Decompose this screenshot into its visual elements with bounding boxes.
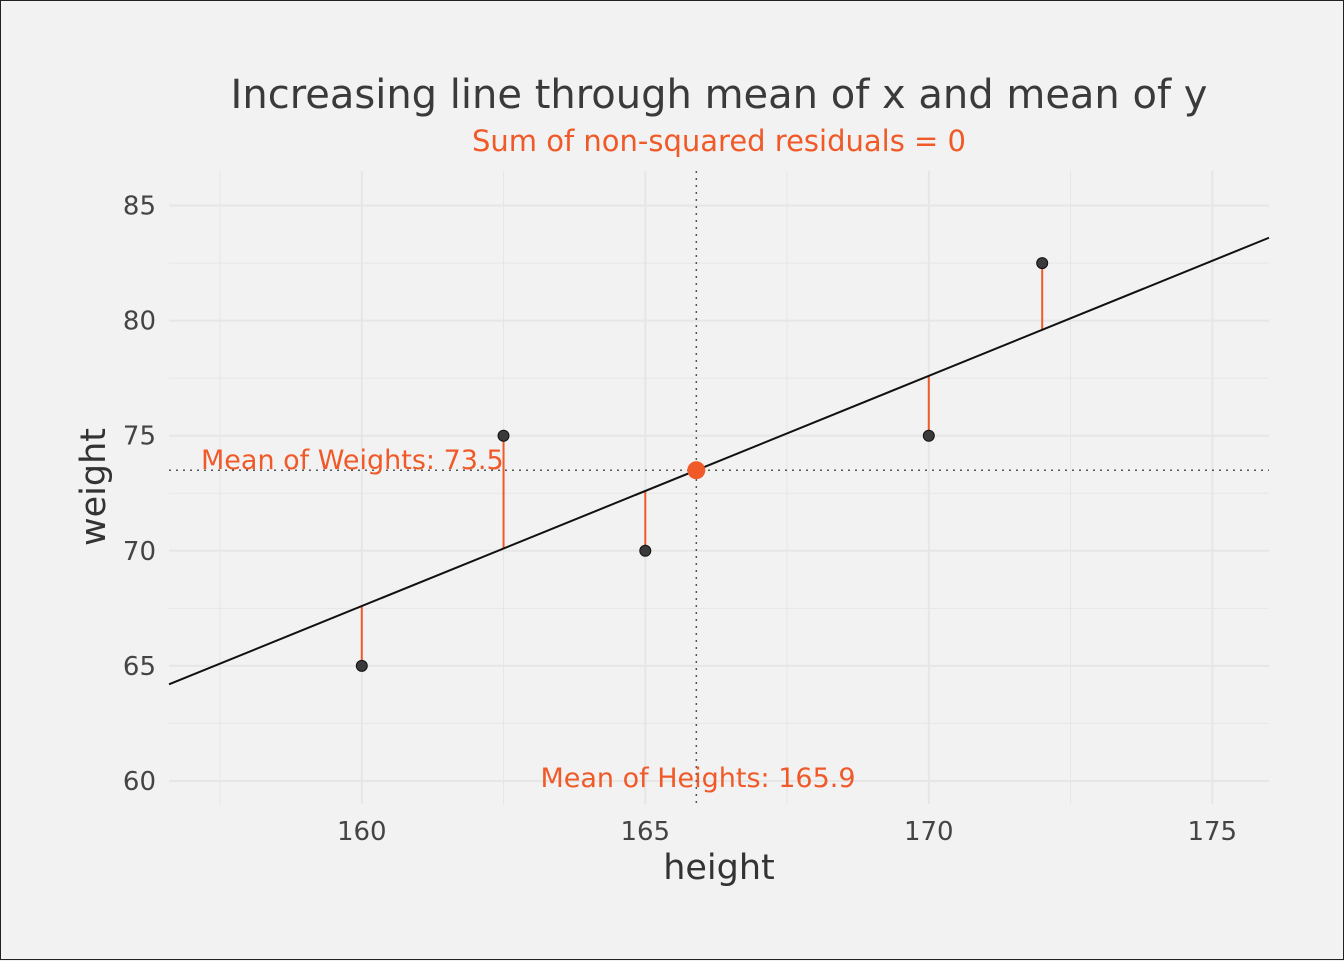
- mean-point: [687, 461, 706, 480]
- grid: [169, 171, 1269, 804]
- y-tick-label: 65: [123, 652, 156, 682]
- x-axis-title: height: [663, 848, 775, 888]
- x-tick-label: 165: [620, 817, 670, 847]
- x-tick-label: 175: [1187, 817, 1237, 847]
- y-tick-label: 85: [123, 192, 156, 222]
- x-tick-label: 170: [904, 817, 954, 847]
- mean-reference-lines: [169, 171, 1269, 804]
- y-tick-label: 75: [123, 422, 156, 452]
- data-points: [355, 257, 1049, 672]
- data-point: [355, 659, 368, 672]
- data-point: [497, 429, 510, 442]
- y-axis-title: weight: [74, 428, 114, 546]
- residuals: [360, 263, 1044, 666]
- data-point: [1036, 257, 1049, 270]
- mean-heights-label: Mean of Heights: 165.9: [540, 763, 855, 794]
- y-tick-label: 60: [123, 767, 156, 797]
- fit-line-group: [168, 236, 1270, 686]
- chart-subtitle: Sum of non-squared residuals = 0: [472, 124, 966, 158]
- y-tick-labels: 60 65 70 75 80 85: [123, 192, 156, 797]
- data-point: [922, 429, 935, 442]
- x-tick-labels: 160 165 170 175: [337, 817, 1237, 847]
- fit-line: [168, 236, 1270, 686]
- y-tick-label: 70: [123, 537, 156, 567]
- data-point: [639, 544, 652, 557]
- chart-title: Increasing line through mean of x and me…: [231, 72, 1208, 118]
- mean-weights-label: Mean of Weights: 73.5: [201, 445, 504, 476]
- y-tick-label: 80: [123, 307, 156, 337]
- x-tick-label: 160: [337, 817, 387, 847]
